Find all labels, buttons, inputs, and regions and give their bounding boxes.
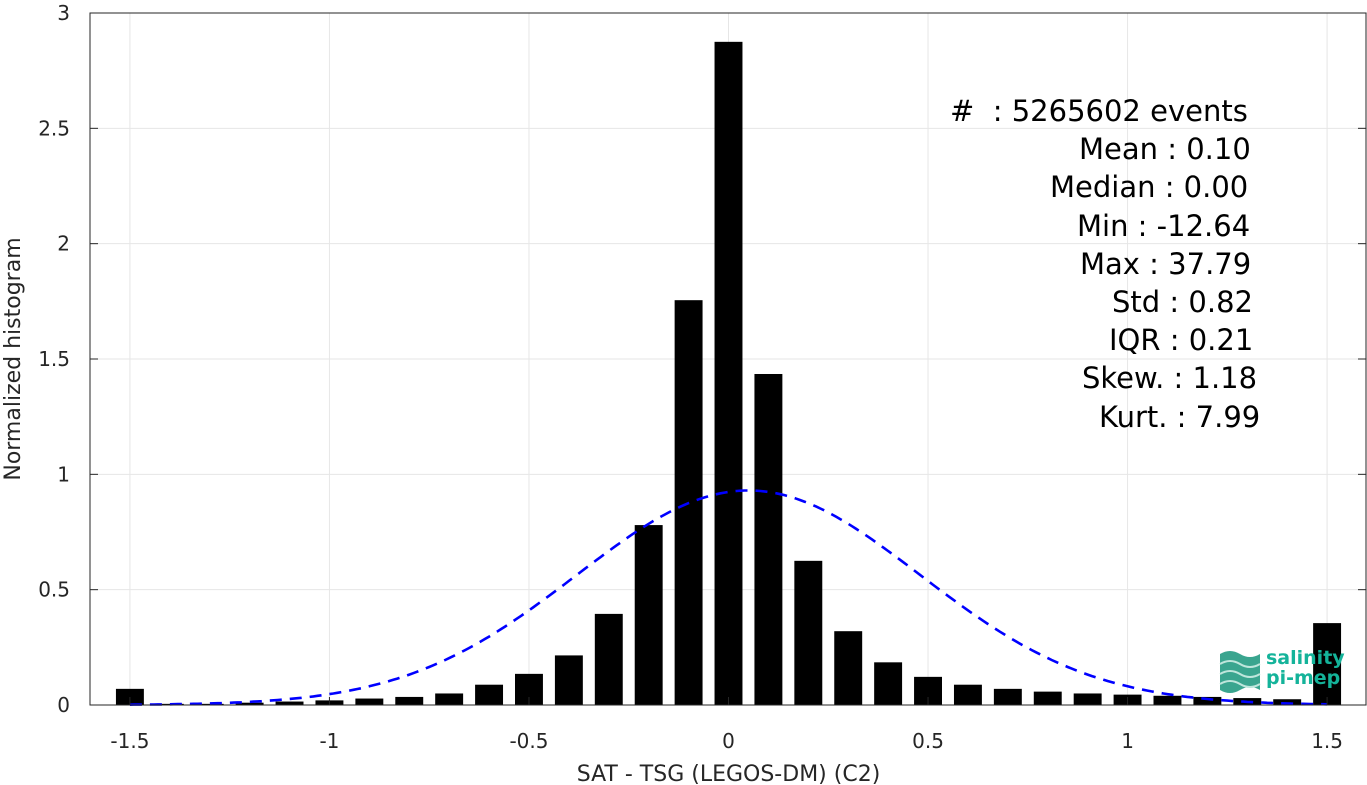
- x-tick-label: 1: [1121, 729, 1134, 753]
- histogram-bar: [115, 688, 144, 705]
- y-tick-label: 2.5: [38, 116, 70, 140]
- histogram-bar: [235, 702, 264, 705]
- x-tick-label: -0.5: [509, 729, 548, 753]
- histogram-bar: [1073, 693, 1102, 705]
- y-ticks: 0 0.5 1 1.5 2 2.5 3: [38, 1, 1366, 717]
- histogram-bar: [953, 684, 982, 705]
- y-tick-label: 2: [57, 232, 70, 256]
- histogram-bar: [1033, 691, 1062, 705]
- histogram-bar: [714, 41, 743, 706]
- stat-iqr: IQR : 0.21: [1109, 323, 1254, 358]
- y-tick-label: 1: [57, 462, 70, 486]
- y-tick-label: 3: [57, 1, 70, 25]
- salinity-pimep-logo: salinity pi-mep: [1216, 646, 1356, 696]
- logo-text: salinity pi-mep: [1266, 648, 1345, 688]
- x-tick-label: -1: [319, 729, 339, 753]
- histogram-bar: [435, 693, 464, 705]
- y-tick-label: 0.5: [38, 578, 70, 602]
- histogram-bar: [874, 662, 903, 705]
- histogram-bar: [554, 655, 583, 705]
- wave-logo-icon: [1219, 651, 1261, 693]
- logo-line1: salinity: [1266, 647, 1345, 669]
- normal-fit-curve: [129, 489, 1328, 706]
- histogram-bar: [275, 701, 304, 705]
- stat-min: Min : -12.64: [1077, 208, 1251, 243]
- stat-median: Median : 0.00: [1050, 170, 1249, 205]
- stats-panel: # : 5265602 events Mean : 0.10 Median : …: [900, 92, 1340, 436]
- x-tick-label: 0.5: [912, 729, 944, 753]
- histogram-bar: [355, 698, 384, 705]
- stat-kurt: Kurt. : 7.99: [1099, 399, 1261, 434]
- x-ticks: -1.5 -1 -0.5 0 0.5 1 1.5: [110, 697, 1343, 753]
- histogram-bar: [634, 525, 663, 705]
- histogram-bar: [834, 631, 863, 705]
- histogram-bar: [475, 684, 504, 705]
- logo-line2: pi-mep: [1266, 667, 1341, 689]
- histogram-bar: [1193, 696, 1222, 705]
- x-axis-label: SAT - TSG (LEGOS-DM) (C2): [577, 762, 881, 785]
- stat-count: # : 5265602 events: [950, 94, 1248, 128]
- x-tick-label: -1.5: [110, 729, 149, 753]
- histogram-bar: [155, 703, 184, 705]
- histogram-bar: [1153, 695, 1182, 705]
- x-tick-label: 0: [722, 729, 735, 753]
- stat-std: Std : 0.82: [1112, 285, 1253, 320]
- histogram-bar: [594, 613, 623, 705]
- y-tick-label: 1.5: [38, 347, 70, 371]
- x-tick-label: 1.5: [1311, 729, 1343, 753]
- histogram-bar: [754, 373, 783, 705]
- histogram-bar: [195, 703, 224, 705]
- y-tick-label: 0: [57, 693, 70, 717]
- y-axis-label: Normalized histogram: [1, 237, 26, 480]
- histogram-bar: [395, 696, 424, 705]
- histogram-bar: [794, 560, 823, 705]
- stat-skew: Skew. : 1.18: [1082, 361, 1258, 396]
- stat-max: Max : 37.79: [1080, 246, 1252, 281]
- histogram-bar: [993, 688, 1022, 705]
- stat-mean: Mean : 0.10: [1079, 132, 1251, 167]
- histogram-bar: [1313, 623, 1342, 705]
